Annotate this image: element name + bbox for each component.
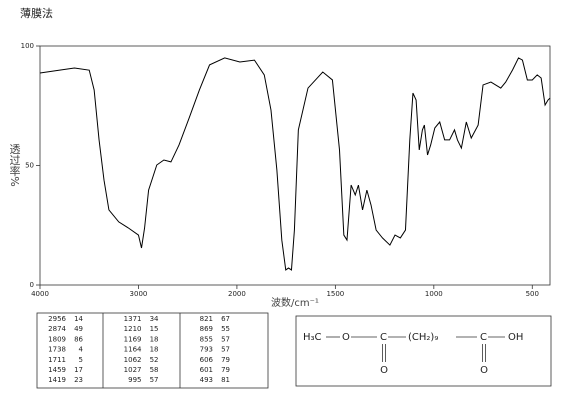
x-tick-label: 500 (526, 290, 539, 298)
peak-transmittance: 52 (150, 356, 159, 364)
peak-wavenumber: 855 (200, 335, 213, 343)
peak-wavenumber: 1164 (124, 346, 142, 354)
peak-wavenumber: 1062 (124, 356, 142, 364)
peak-wavenumber: 1419 (48, 376, 66, 384)
chart-title: 薄膜法 (20, 6, 53, 20)
carbonyl-o: O (380, 365, 388, 376)
peak-transmittance: 55 (221, 325, 230, 333)
x-tick-label: 1000 (425, 290, 443, 298)
spectrum-line (39, 57, 551, 271)
y-tick-label: 0 (30, 281, 34, 289)
peak-transmittance: 18 (150, 335, 159, 343)
peak-transmittance: 79 (221, 366, 230, 374)
peak-wavenumber: 1809 (48, 335, 66, 343)
group: C (480, 332, 487, 343)
group: (CH₂)₉ (408, 332, 438, 343)
peak-transmittance: 18 (150, 346, 159, 354)
peak-wavenumber: 869 (200, 325, 213, 333)
peak-transmittance: 4 (79, 346, 84, 354)
peak-wavenumber: 821 (200, 315, 213, 323)
x-tick-label: 1500 (326, 290, 344, 298)
peak-transmittance: 57 (150, 376, 159, 384)
structure: H₃C O C (CH₂)₉ C OH O O (303, 332, 523, 376)
peak-wavenumber: 606 (200, 356, 214, 364)
peak-transmittance: 34 (150, 315, 159, 323)
group: OH (508, 332, 523, 343)
peak-transmittance: 23 (74, 376, 83, 384)
peak-transmittance: 58 (150, 366, 159, 374)
structure-frame (295, 315, 552, 387)
y-tick-label: 50 (25, 162, 34, 170)
peak-transmittance: 79 (221, 356, 230, 364)
peak-wavenumber: 1169 (124, 335, 142, 343)
peak-transmittance: 15 (150, 325, 159, 333)
x-tick-label: 2000 (228, 290, 246, 298)
peak-transmittance: 81 (221, 376, 230, 384)
peak-transmittance: 49 (74, 325, 83, 333)
peak-transmittance: 57 (221, 335, 230, 343)
peak-transmittance: 5 (79, 356, 83, 364)
peak-wavenumber: 1711 (48, 356, 66, 364)
peak-transmittance: 57 (221, 346, 230, 354)
x-tick-label: 3000 (130, 290, 148, 298)
group: C (380, 332, 387, 343)
peak-wavenumber: 601 (200, 366, 213, 374)
peak-table-frame (36, 312, 269, 389)
peak-wavenumber: 995 (128, 376, 141, 384)
peak-wavenumber: 2874 (48, 325, 66, 333)
peak-wavenumber: 1371 (124, 315, 142, 323)
group: O (342, 332, 350, 343)
peak-wavenumber: 1738 (48, 346, 66, 354)
y-tick-label: 100 (21, 42, 34, 50)
carbonyl-o: O (480, 365, 488, 376)
peak-transmittance: 17 (74, 366, 83, 374)
peak-wavenumber: 493 (200, 376, 213, 384)
peak-wavenumber: 2956 (48, 315, 66, 323)
group: H₃C (303, 332, 322, 343)
x-axis-label: 波数/cm⁻¹ (271, 296, 319, 309)
peak-wavenumber: 1027 (124, 366, 142, 374)
peak-transmittance: 86 (74, 335, 83, 343)
peak-wavenumber: 1210 (124, 325, 142, 333)
plot-frame (39, 45, 551, 286)
peak-transmittance: 67 (221, 315, 230, 323)
peak-wavenumber: 1459 (48, 366, 66, 374)
peak-wavenumber: 793 (200, 346, 213, 354)
y-axis-label: 透过率% (8, 143, 21, 187)
peak-transmittance: 14 (74, 315, 83, 323)
x-tick-label: 4000 (31, 290, 49, 298)
